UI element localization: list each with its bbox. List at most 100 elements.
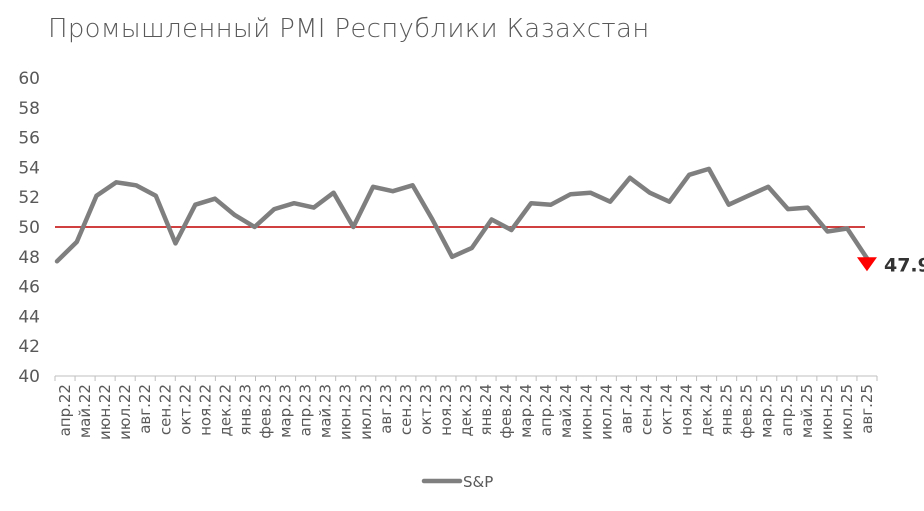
x-tick-label: окт.22	[176, 384, 194, 435]
series-point	[845, 227, 849, 231]
series-point	[608, 200, 612, 204]
series-point	[332, 191, 336, 195]
y-tick-label: 48	[18, 248, 40, 268]
x-tick-label: мар.23	[277, 384, 295, 438]
series-point	[272, 207, 276, 211]
y-tick-label: 46	[18, 278, 40, 298]
x-axis-labels: апр.22 май.22 июн.22 июл.22 авг.22 сен.22 окт.…	[56, 384, 876, 440]
x-tick-label: сен.23	[397, 384, 415, 435]
x-tick-label: июн.22	[96, 384, 114, 440]
series-point	[667, 200, 671, 204]
series-point	[450, 255, 454, 259]
y-tick-label: 58	[18, 99, 40, 119]
series-point	[707, 167, 711, 171]
series-point	[430, 218, 434, 222]
series-point	[826, 230, 830, 234]
x-tick-label: мар.24	[517, 384, 535, 438]
x-tick-label: авг.25	[858, 384, 876, 434]
series-point	[312, 206, 316, 210]
x-tick-label: ноя.22	[196, 384, 214, 436]
x-tick-label: апр.25	[778, 384, 796, 436]
x-tick-label: фев.25	[738, 384, 756, 439]
y-tick-label: 44	[18, 307, 40, 327]
series-point	[213, 197, 217, 201]
x-tick-label: июн.23	[337, 384, 355, 440]
series-point	[746, 194, 750, 198]
y-tick-label: 54	[18, 158, 40, 178]
down-triangle-icon	[856, 257, 877, 272]
series-point	[569, 192, 573, 196]
x-tick-label: июн.24	[577, 384, 595, 440]
x-tick-label: дек.24	[698, 384, 716, 437]
series-point	[549, 203, 553, 207]
x-tick-label: июн.25	[818, 384, 836, 440]
x-tick-label: фев.24	[497, 384, 515, 439]
series-point	[687, 173, 691, 177]
series-points	[55, 167, 869, 263]
series-point	[114, 180, 118, 184]
x-tick-label: июл.22	[116, 384, 134, 440]
series-point	[174, 241, 178, 245]
legend: S&P	[421, 473, 493, 491]
series-point	[588, 191, 592, 195]
x-tick-label: май.23	[317, 384, 335, 438]
x-tick-label: апр.24	[537, 384, 555, 436]
x-axis-ticks	[54, 376, 878, 381]
y-tick-label: 50	[18, 218, 40, 238]
x-tick-label: дек.22	[216, 384, 234, 437]
x-tick-label: июл.23	[357, 384, 375, 440]
y-tick-label: 42	[18, 337, 40, 357]
x-tick-label: ноя.24	[678, 384, 696, 436]
series-point	[351, 225, 355, 229]
series-point	[509, 228, 513, 232]
x-tick-label: сен.22	[156, 384, 174, 435]
series-point	[648, 191, 652, 195]
series-point	[75, 240, 79, 244]
series-point	[292, 201, 296, 205]
x-tick-label: ноя.23	[437, 384, 455, 436]
x-tick-label: май.25	[798, 384, 816, 438]
x-tick-label: апр.23	[297, 384, 315, 436]
series-point	[253, 225, 257, 229]
series-point	[233, 213, 237, 217]
series-line-sp	[54, 166, 870, 264]
y-tick-label: 60	[18, 69, 40, 89]
series-point	[391, 189, 395, 193]
series-point	[371, 185, 375, 189]
y-axis-labels: 40 42 44 46 48 50 52 54 56 58 60	[18, 69, 40, 387]
series-point	[786, 207, 790, 211]
x-tick-label: янв.24	[477, 384, 495, 436]
legend-label-sp: S&P	[463, 473, 493, 491]
series-point	[490, 218, 494, 222]
y-tick-label: 52	[18, 188, 40, 208]
x-tick-label: окт.24	[657, 384, 675, 435]
series-point	[806, 206, 810, 210]
x-tick-label: фев.23	[257, 384, 275, 439]
x-tick-label: апр.22	[56, 384, 74, 436]
x-tick-label: янв.25	[718, 384, 736, 436]
series-point	[55, 259, 59, 263]
series-point	[766, 185, 770, 189]
x-tick-label: окт.23	[417, 384, 435, 435]
series-point	[411, 183, 415, 187]
x-tick-label: дек.23	[457, 384, 475, 437]
x-tick-label: май.22	[76, 384, 94, 438]
series-point	[95, 194, 99, 198]
x-tick-label: мар.25	[758, 384, 776, 438]
x-tick-label: авг.22	[136, 384, 154, 434]
x-tick-label: авг.24	[617, 384, 635, 434]
end-value-label: 47.9	[884, 254, 924, 276]
y-tick-label: 40	[18, 367, 40, 387]
x-tick-label: авг.23	[377, 384, 395, 434]
x-tick-label: май.24	[557, 384, 575, 438]
series-point	[154, 194, 158, 198]
x-tick-label: июл.24	[597, 384, 615, 440]
series-point	[193, 203, 197, 207]
chart-title: Промышленный PMI Республики Казахстан	[48, 14, 650, 44]
series-point	[470, 246, 474, 250]
series-point	[529, 201, 533, 205]
y-tick-label: 56	[18, 129, 40, 149]
x-tick-label: сен.24	[637, 384, 655, 435]
x-tick-label: июл.25	[838, 384, 856, 440]
series-point	[727, 203, 731, 207]
